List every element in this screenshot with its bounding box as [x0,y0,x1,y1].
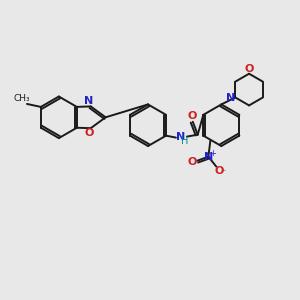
Text: ⁻: ⁻ [221,169,226,178]
Text: N: N [176,132,185,142]
Text: N: N [226,94,235,103]
Text: O: O [214,166,224,176]
Text: H: H [181,136,188,146]
Text: CH₃: CH₃ [14,94,30,103]
Text: O: O [84,128,93,138]
Text: O: O [188,157,197,166]
Text: O: O [244,64,254,74]
Text: N: N [204,152,213,162]
Text: +: + [209,149,216,158]
Text: O: O [187,111,196,121]
Text: N: N [84,97,93,106]
